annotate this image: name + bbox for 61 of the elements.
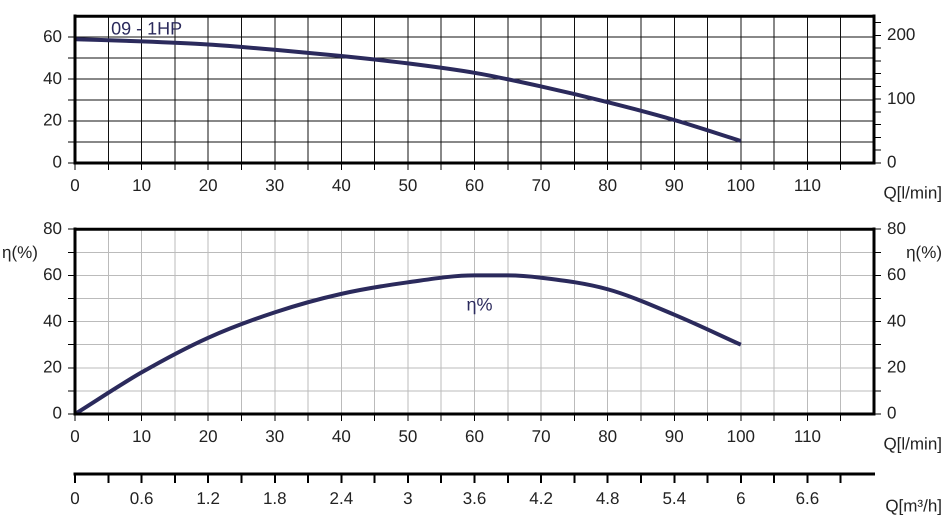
x-tick-label: 0 [70,426,80,446]
x-tick-label: 90 [664,176,684,195]
y-tick-label: 80 [43,218,62,238]
y-tick-label: 40 [43,68,62,88]
y-tick-label: 0 [52,152,62,172]
x-tick-label: 80 [598,176,618,195]
x2-tick-label: 5.4 [662,488,686,508]
x-tick-label: 110 [794,426,821,446]
x-tick-label: 10 [132,426,152,446]
x-tick-label: 30 [265,426,284,446]
x2-tick-label: 0.6 [130,488,154,508]
x2-tick-label: 3.6 [462,488,486,508]
x-tick-label: 70 [532,176,551,195]
x2-tick-label: 0 [70,488,80,508]
y-tick-label: 60 [43,265,62,284]
x-tick-label: 110 [794,176,821,195]
x-tick-label: 20 [198,426,218,446]
x-tick-label: 100 [726,426,756,446]
series-label: η% [466,294,493,314]
x-tick-label: 0 [70,176,80,195]
x-tick-label: 90 [664,426,684,446]
y2-tick-label: 60 [887,265,906,284]
x2-tick-label: 3 [403,488,413,508]
x-tick-label: 100 [726,176,756,195]
y2-tick-label: 80 [887,218,906,238]
x-tick-label: 80 [598,426,618,446]
y-tick-label: 0 [52,404,62,423]
y2-tick-label: 100 [887,88,916,108]
y-axis-title: η(%) [2,242,38,262]
x-tick-label: 50 [398,426,418,446]
x2-axis-title: Q[m³/h] [885,496,942,516]
line-series [75,37,743,143]
x-axis-title: Q[l/min] [883,184,942,203]
x-tick-label: 30 [265,176,284,195]
x-axis-title: Q[l/min] [883,434,942,454]
x2-tick-label: 4.2 [529,488,553,508]
x-tick-label: 40 [332,426,351,446]
x2-tick-label: 4.8 [596,488,620,508]
y-tick-label: 20 [43,357,62,376]
y-tick-label: 40 [43,311,62,330]
x2-tick-label: 1.8 [262,488,287,508]
x-tick-label: 40 [332,176,351,195]
y2-tick-label: 200 [887,25,916,44]
y2-tick-label: 0 [887,152,896,172]
x-tick-label: 70 [532,426,551,446]
x-tick-label: 60 [465,176,484,195]
line-series [75,273,743,414]
x-tick-label: 20 [198,176,218,195]
x-tick-label: 10 [132,176,152,195]
x2-tick-label: 6.6 [796,488,820,508]
y2-axis-title: η(%) [906,242,942,262]
y-tick-label: 20 [43,110,62,130]
x2-tick-label: 6 [736,488,746,508]
x2-tick-label: 2.4 [330,488,354,508]
y-tick-label: 60 [43,26,62,46]
x-tick-label: 50 [398,176,418,195]
y2-tick-label: 0 [887,404,896,423]
x2-tick-label: 1.2 [196,488,220,508]
y2-tick-label: 40 [887,311,906,330]
x-tick-label: 60 [465,426,484,446]
y2-tick-label: 20 [887,357,906,376]
